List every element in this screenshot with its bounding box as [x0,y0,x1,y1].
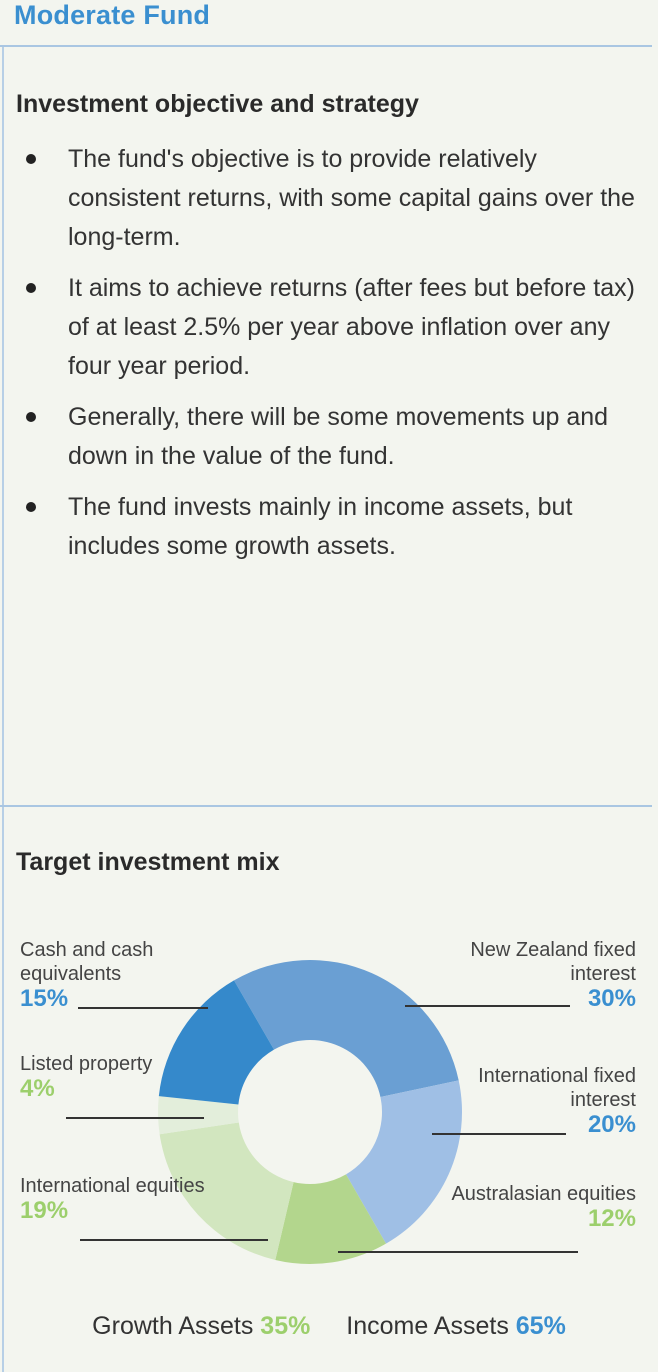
growth-assets-label: Growth Assets [92,1312,254,1340]
pie-slice [158,980,274,1105]
list-item: It aims to achieve returns (after fees b… [16,269,641,386]
pie-slice [159,1122,294,1260]
list-item: The fund invests mainly in income assets… [16,488,641,566]
income-assets-label: Income Assets [346,1312,509,1340]
pie-slice [275,1174,386,1264]
bullet-text: Generally, there will be some movements … [68,403,609,470]
asset-summary: Growth Assets 35% Income Assets 65% [0,1312,658,1341]
slice-value: 20% [587,1111,636,1138]
slice-value: 12% [587,1205,636,1232]
slice-label: International fixed interest 20% [446,1064,636,1138]
growth-assets-value: 35% [260,1312,311,1340]
list-item: The fund's objective is to provide relat… [16,140,641,257]
mix-heading: Target investment mix [16,848,280,876]
investment-mix-chart: New Zealand fixed interest 30% Internation… [0,930,658,1290]
slice-label: Australasian equities 12% [446,1182,636,1232]
bullet-icon [26,154,36,164]
slice-label: Listed property 4% [20,1052,210,1102]
income-assets-value: 65% [515,1312,566,1340]
bullet-icon [26,502,36,512]
slice-value: 4% [20,1075,55,1102]
objective-list: The fund's objective is to provide relat… [16,140,641,578]
list-item: Generally, there will be some movements … [16,398,641,476]
slice-label-text: Listed property [20,1053,153,1075]
slice-value: 15% [20,985,69,1012]
donut-chart [66,960,578,1264]
slice-label-text: International fixed interest [478,1065,636,1111]
slice-label: New Zealand fixed interest 30% [446,938,636,1012]
slice-label-text: Cash and cash equivalents [20,939,154,985]
bullet-icon [26,283,36,293]
section-divider [0,805,652,807]
title-divider [0,45,652,47]
slice-value: 30% [587,985,636,1012]
bullet-text: It aims to achieve returns (after fees b… [68,274,635,380]
slice-value: 19% [20,1197,69,1224]
pie-slice [157,1096,239,1135]
slice-label: International equities 19% [20,1174,210,1224]
slice-label-text: Australasian equities [451,1183,636,1205]
page-title: Moderate Fund [14,0,211,30]
left-border [2,46,4,1372]
slice-label-text: International equities [20,1175,205,1197]
bullet-text: The fund invests mainly in income assets… [68,493,573,560]
pie-slice [234,960,459,1098]
slice-label: Cash and cash equivalents 15% [20,938,210,1012]
slice-label-text: New Zealand fixed interest [470,939,636,985]
bullet-icon [26,412,36,422]
objective-heading: Investment objective and strategy [16,90,419,118]
bullet-text: The fund's objective is to provide relat… [68,145,635,251]
pie-slice [346,1080,462,1244]
